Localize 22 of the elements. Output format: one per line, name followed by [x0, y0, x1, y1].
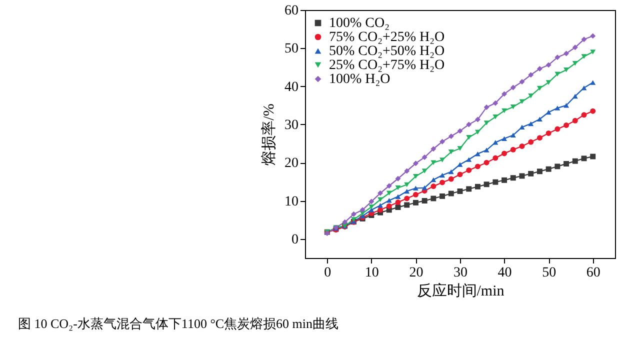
legend-label: 75% CO₂+25% H₂O: [329, 30, 445, 45]
x-tick-label: 0: [324, 266, 332, 280]
x-tick-label: 60: [586, 266, 600, 280]
x-tick-label: 40: [498, 266, 512, 280]
y-tick-label: 50: [284, 42, 298, 57]
y-tick-label: 20: [284, 156, 298, 172]
legend-label: 25% CO₂+75% H₂O: [329, 58, 445, 73]
legend-label: 50% CO₂+50% H₂O: [329, 44, 445, 59]
x-axis-title: 反应时间/min: [416, 282, 505, 300]
legend-label: 100% CO₂: [329, 16, 390, 31]
x-tick-label: 10: [364, 266, 379, 280]
x-tick-label: 30: [454, 266, 468, 280]
x-tick-label: 20: [409, 266, 424, 280]
legend-label: 100% H₂O: [329, 72, 390, 87]
y-tick-label: 0: [292, 232, 298, 248]
y-axis-title: 熔损率/%: [260, 104, 278, 166]
y-tick-label: 10: [284, 194, 298, 210]
caption: 图 10 CO₂-水蒸气混合气体下1100 °C焦炭熔损60 min曲线: [18, 316, 339, 331]
y-tick-label: 60: [284, 4, 298, 18]
x-tick-label: 50: [542, 266, 556, 280]
y-tick-label: 40: [284, 80, 298, 95]
y-tick-label: 30: [284, 118, 298, 133]
